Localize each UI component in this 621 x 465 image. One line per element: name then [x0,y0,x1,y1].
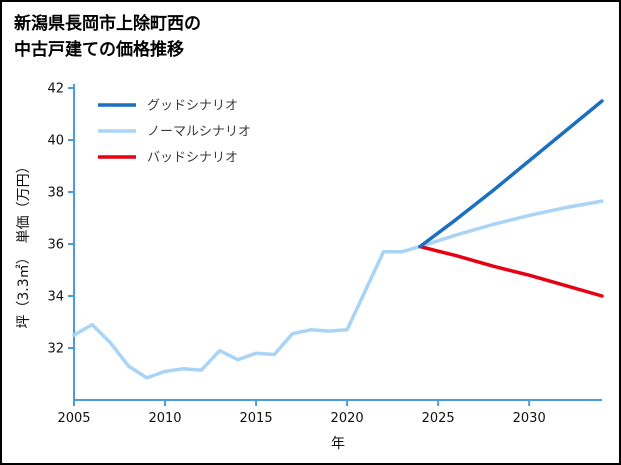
legend-label-normal: ノーマルシナリオ [147,125,251,140]
legend-label-good: グッドシナリオ [147,99,238,114]
y-tick-label: 42 [47,82,64,97]
chart-title-line2: 中古戸建ての価格推移 [14,39,184,60]
x-tick-label: 2015 [240,411,273,426]
x-axis-label: 年 [331,436,345,452]
x-tick-label: 2005 [57,411,90,426]
y-tick-label: 40 [47,134,64,149]
y-tick-label: 32 [47,342,64,357]
series-line-bad [418,244,604,298]
legend-label-bad: バッドシナリオ [147,151,238,166]
y-axis-label: 坪（3.3㎡） 単価（万円） [16,159,32,328]
chart-title-line1: 新潟県長岡市上除町西の [14,14,201,34]
x-tick-label: 2025 [422,411,455,426]
y-tick-label: 36 [47,238,64,253]
series-line-good [418,99,604,249]
x-tick-label: 2030 [513,411,546,426]
chart-title: 新潟県長岡市上除町西の 中古戸建ての価格推移 [14,12,201,63]
x-tick-label: 2010 [148,411,181,426]
x-tick-label: 2020 [331,411,364,426]
series-line-normal [72,199,604,380]
y-tick-label: 38 [47,186,64,201]
y-tick-label: 34 [47,290,64,305]
